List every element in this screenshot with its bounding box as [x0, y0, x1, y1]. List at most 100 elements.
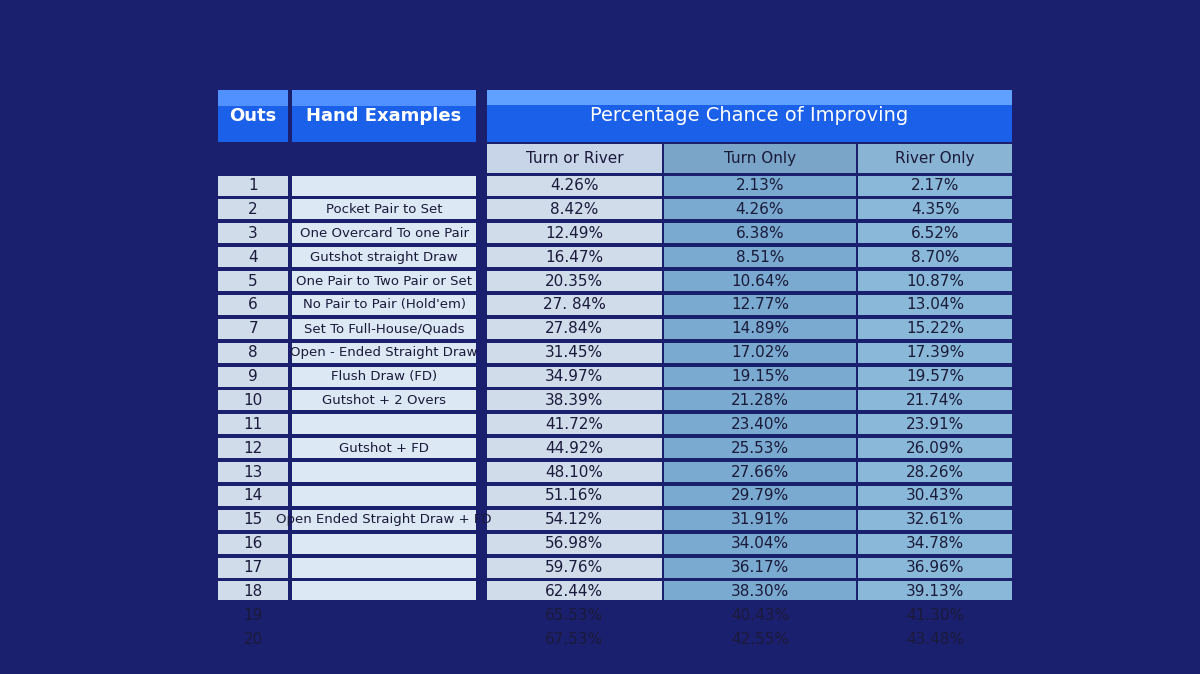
Bar [858, 510, 1012, 530]
Text: 19.57%: 19.57% [906, 369, 964, 384]
Text: 44.92%: 44.92% [545, 441, 604, 456]
Text: 51.16%: 51.16% [545, 489, 604, 503]
Bar [218, 319, 288, 339]
Bar [487, 367, 661, 387]
Bar [487, 582, 661, 601]
Bar [664, 367, 856, 387]
Bar [292, 200, 476, 220]
Text: 36.96%: 36.96% [906, 560, 965, 575]
Text: 31.91%: 31.91% [731, 512, 790, 527]
Text: 27.84%: 27.84% [545, 321, 604, 336]
Bar [487, 144, 661, 173]
Bar [664, 438, 856, 458]
Bar [487, 342, 661, 363]
Text: 15.22%: 15.22% [906, 321, 964, 336]
Bar [664, 271, 856, 291]
Bar [292, 629, 476, 649]
Text: 14: 14 [244, 489, 263, 503]
Bar [487, 510, 661, 530]
Text: 34.78%: 34.78% [906, 536, 964, 551]
Text: 38.39%: 38.39% [545, 393, 604, 408]
Text: 28.26%: 28.26% [906, 464, 964, 479]
Text: 17: 17 [244, 560, 263, 575]
Text: Gutshot + 2 Overs: Gutshot + 2 Overs [322, 394, 446, 407]
Text: 38.30%: 38.30% [731, 584, 790, 599]
Text: Flush Draw (FD): Flush Draw (FD) [331, 370, 437, 383]
Bar [218, 223, 288, 243]
Bar [858, 438, 1012, 458]
Text: 41.72%: 41.72% [545, 417, 604, 432]
Text: 3: 3 [248, 226, 258, 241]
Text: 14.89%: 14.89% [731, 321, 788, 336]
Bar [218, 415, 288, 434]
Bar [292, 90, 476, 106]
Text: 13.04%: 13.04% [906, 297, 964, 313]
Bar [218, 605, 288, 625]
Bar [858, 144, 1012, 173]
Bar [218, 200, 288, 220]
Bar [664, 342, 856, 363]
Bar [487, 200, 661, 220]
Text: 39.13%: 39.13% [906, 584, 965, 599]
Bar [487, 390, 661, 410]
Text: 12.49%: 12.49% [545, 226, 604, 241]
Bar [858, 486, 1012, 506]
Bar [858, 629, 1012, 649]
Bar [292, 582, 476, 601]
Bar [487, 90, 1012, 104]
Bar [487, 319, 661, 339]
Bar [218, 271, 288, 291]
Bar [487, 90, 1012, 142]
Text: 20.35%: 20.35% [545, 274, 604, 288]
Text: River Only: River Only [895, 151, 974, 166]
Bar [858, 223, 1012, 243]
Bar [664, 247, 856, 267]
Bar [858, 534, 1012, 553]
Text: Turn Only: Turn Only [724, 151, 796, 166]
Text: 21.28%: 21.28% [731, 393, 788, 408]
Text: No Pair to Pair (Hold'em): No Pair to Pair (Hold'em) [302, 299, 466, 311]
Text: 34.04%: 34.04% [731, 536, 788, 551]
Text: 48.10%: 48.10% [545, 464, 604, 479]
Bar [487, 462, 661, 482]
Text: 8: 8 [248, 345, 258, 360]
Text: 5: 5 [248, 274, 258, 288]
Bar [487, 486, 661, 506]
Text: 11: 11 [244, 417, 263, 432]
Text: 16: 16 [244, 536, 263, 551]
Text: 59.76%: 59.76% [545, 560, 604, 575]
Text: 65.53%: 65.53% [545, 608, 604, 623]
Bar [292, 271, 476, 291]
Bar [218, 557, 288, 578]
Bar [664, 510, 856, 530]
Text: Percentage Chance of Improving: Percentage Chance of Improving [590, 106, 908, 125]
Bar [487, 438, 661, 458]
Bar [664, 534, 856, 553]
Bar [218, 90, 288, 106]
Text: 16.47%: 16.47% [545, 249, 604, 265]
Text: 2.13%: 2.13% [736, 178, 784, 193]
Text: 41.30%: 41.30% [906, 608, 964, 623]
Bar [664, 144, 856, 173]
Bar [292, 462, 476, 482]
Bar [292, 605, 476, 625]
Bar [292, 342, 476, 363]
Text: 19.15%: 19.15% [731, 369, 788, 384]
Bar [218, 390, 288, 410]
Text: One Pair to Two Pair or Set: One Pair to Two Pair or Set [296, 274, 472, 288]
Bar [292, 534, 476, 553]
Text: 26.09%: 26.09% [906, 441, 965, 456]
Text: 19: 19 [244, 608, 263, 623]
Bar [292, 438, 476, 458]
Bar [218, 176, 288, 195]
Text: 10.64%: 10.64% [731, 274, 788, 288]
Text: 6.38%: 6.38% [736, 226, 785, 241]
Bar [664, 319, 856, 339]
Bar [218, 462, 288, 482]
Text: Hand Examples: Hand Examples [306, 107, 462, 125]
Bar [664, 176, 856, 195]
Bar [858, 319, 1012, 339]
Text: Open Ended Straight Draw + FD: Open Ended Straight Draw + FD [276, 514, 492, 526]
Bar [292, 367, 476, 387]
Bar [858, 342, 1012, 363]
